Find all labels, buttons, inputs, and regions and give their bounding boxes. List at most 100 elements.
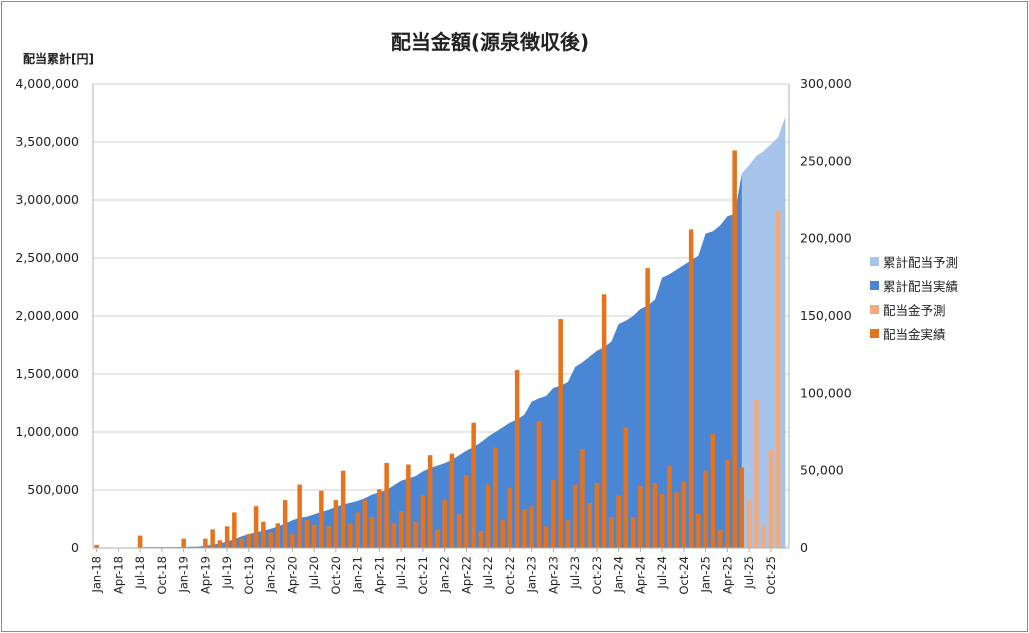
bar-dividend-actual bbox=[275, 523, 281, 548]
bar-dividend-actual bbox=[580, 449, 585, 548]
bar-dividend-actual bbox=[449, 453, 455, 548]
x-tick-label: Jan-19 bbox=[177, 556, 191, 594]
area-cumulative-forecast bbox=[741, 116, 786, 548]
legend-item-div-forecast: 配当金予測 bbox=[870, 297, 958, 321]
x-axis-ticks: Jan-18 Apr-18 Jul-18 Oct-18 Jan-19 Apr-19 Jul-… bbox=[90, 548, 778, 595]
bar-dividend-actual bbox=[558, 319, 563, 548]
bar-dividend-actual bbox=[543, 526, 549, 548]
bar-dividend-actual bbox=[478, 531, 484, 548]
bar-dividend-forecast bbox=[761, 524, 766, 548]
y-axis-left-label: 配当累計[円] bbox=[23, 52, 94, 66]
y-left-tick-label: 1,000,000 bbox=[15, 424, 79, 439]
bar-dividend-actual bbox=[319, 490, 324, 548]
bar-dividend-actual bbox=[732, 150, 737, 548]
legend-swatch bbox=[870, 304, 879, 314]
legend-label: 累計配当予測 bbox=[883, 254, 959, 270]
bar-dividend-actual bbox=[609, 517, 614, 548]
legend-swatch bbox=[870, 280, 879, 290]
axes bbox=[92, 84, 790, 549]
bar-dividend-actual bbox=[210, 529, 215, 548]
bar-dividend-actual bbox=[333, 500, 339, 548]
bar-dividend-actual bbox=[471, 422, 476, 548]
x-tick-label: Jan-23 bbox=[525, 556, 539, 594]
bar-dividend-actual bbox=[253, 506, 259, 548]
y-right-tick-label: 250,000 bbox=[800, 153, 852, 168]
bar-dividend-actual bbox=[340, 470, 346, 548]
x-tick-label: Apr-21 bbox=[372, 556, 386, 594]
bar-dividend-actual bbox=[406, 464, 411, 548]
bar-dividend-actual bbox=[667, 466, 672, 548]
bar-dividend-actual bbox=[594, 483, 600, 548]
x-tick-label: Jan-18 bbox=[90, 556, 104, 594]
bar-dividend-actual bbox=[696, 514, 701, 548]
y-axis-left-ticks: 0 500,000 1,000,000 1,500,000 2,000,000 2,500… bbox=[15, 76, 79, 555]
legend-swatch bbox=[870, 328, 879, 338]
bar-dividend-actual bbox=[297, 484, 302, 548]
legend-label: 配当金予測 bbox=[883, 302, 946, 318]
x-tick-label: Apr-22 bbox=[459, 556, 473, 594]
bar-dividend-actual bbox=[268, 532, 273, 548]
y-right-tick-label: 300,000 bbox=[800, 76, 852, 91]
y-left-tick-label: 0 bbox=[71, 540, 79, 555]
bar-dividend-forecast bbox=[754, 399, 759, 548]
x-tick-label: Jul-18 bbox=[133, 556, 147, 590]
legend-label: 累計配当実績 bbox=[883, 278, 959, 294]
y-right-tick-label: 150,000 bbox=[800, 308, 852, 323]
bar-dividend-actual bbox=[623, 427, 629, 548]
bar-dividend-actual bbox=[261, 521, 266, 548]
bar-dividend-actual bbox=[369, 517, 375, 548]
bar-dividend-actual bbox=[514, 370, 520, 548]
legend: 累計配当予測 累計配当実績 配当金予測 配当金実績 bbox=[870, 249, 958, 345]
bar-dividend-actual bbox=[703, 470, 708, 548]
bar-dividend-actual bbox=[362, 500, 368, 548]
y-left-tick-label: 4,000,000 bbox=[15, 76, 79, 91]
y-right-tick-label: 100,000 bbox=[800, 385, 852, 400]
bar-dividend-actual bbox=[522, 509, 527, 548]
bar-dividend-actual bbox=[572, 484, 578, 548]
bar-dividend-actual bbox=[420, 495, 426, 548]
x-tick-label: Apr-19 bbox=[198, 556, 212, 594]
bar-dividend-actual bbox=[681, 481, 687, 548]
bar-dividend-actual bbox=[493, 447, 498, 548]
bar-dividend-actual bbox=[507, 487, 513, 548]
x-tick-label: Jul-24 bbox=[655, 556, 669, 590]
x-tick-label: Oct-24 bbox=[677, 556, 691, 595]
bar-dividend-actual bbox=[659, 493, 665, 548]
bar-dividend-actual bbox=[565, 520, 571, 548]
x-tick-label: Oct-19 bbox=[242, 556, 256, 595]
legend-label: 配当金実績 bbox=[883, 326, 946, 342]
x-tick-label: Apr-18 bbox=[111, 556, 125, 594]
bar-dividend-actual bbox=[413, 521, 418, 548]
bar-dividend-actual bbox=[217, 540, 223, 548]
bar-dividend-actual bbox=[246, 534, 252, 548]
y-right-tick-label: 0 bbox=[800, 540, 808, 555]
bar-dividend-actual bbox=[384, 462, 389, 548]
bar-dividend-actual bbox=[282, 500, 288, 548]
x-tick-label: Oct-20 bbox=[329, 556, 343, 595]
x-tick-label: Jan-24 bbox=[612, 556, 626, 594]
bar-dividend-actual bbox=[311, 524, 317, 548]
x-tick-label: Jul-22 bbox=[481, 556, 495, 590]
legend-item-div-actual: 配当金実績 bbox=[870, 321, 958, 345]
bar-dividend-actual bbox=[601, 294, 607, 548]
x-tick-label: Jul-20 bbox=[307, 556, 321, 590]
bar-dividend-actual bbox=[500, 520, 505, 548]
bar-dividend-actual bbox=[232, 512, 237, 548]
bar-dividend-actual bbox=[377, 489, 382, 548]
bar-dividend-actual bbox=[435, 529, 440, 548]
legend-swatch bbox=[870, 256, 879, 266]
y-axis-right-ticks: 0 50,000 100,000 150,000 200,000 250,000 300,0… bbox=[800, 76, 852, 555]
bar-dividend-actual bbox=[725, 459, 730, 548]
bar-dividend-actual bbox=[304, 520, 310, 548]
bar-dividend-actual bbox=[456, 514, 462, 548]
bar-dividend-actual bbox=[224, 526, 230, 548]
bar-dividend-actual bbox=[203, 538, 208, 548]
bar-dividend-actual bbox=[630, 517, 636, 548]
bar-dividend-actual bbox=[587, 503, 592, 548]
bar-dividend-actual bbox=[688, 229, 694, 548]
bar-dividend-actual bbox=[674, 492, 679, 548]
x-tick-label: Oct-23 bbox=[590, 556, 604, 595]
x-tick-label: Jan-25 bbox=[699, 556, 713, 594]
x-tick-label: Jul-21 bbox=[394, 556, 408, 590]
